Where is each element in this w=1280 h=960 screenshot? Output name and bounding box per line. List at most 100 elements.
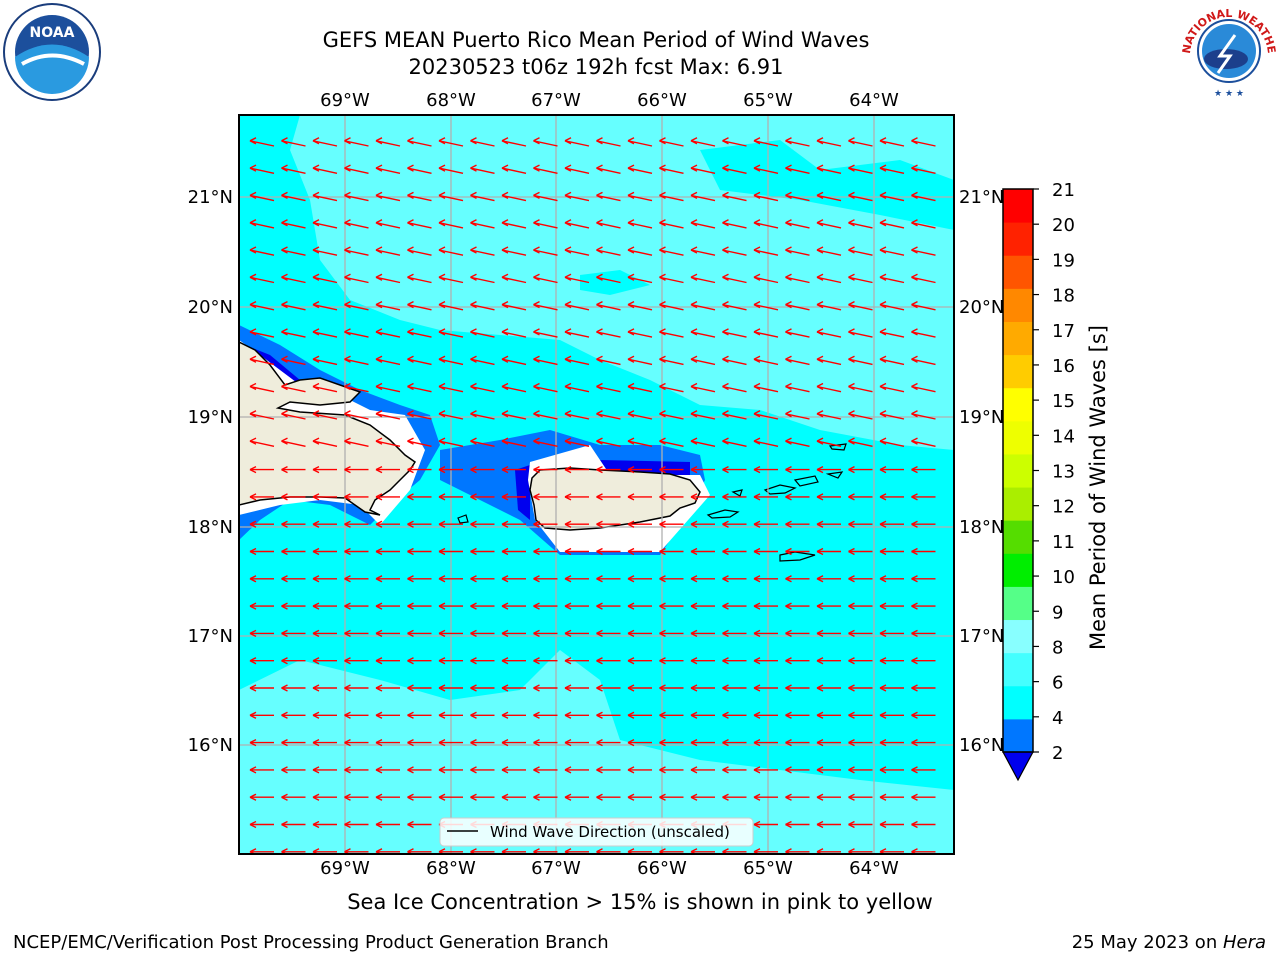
wave-arrow-head [596, 382, 603, 391]
wave-arrow-head [690, 711, 698, 719]
wave-arrow [470, 303, 495, 311]
wave-arrow-head [564, 793, 572, 801]
wave-arrow [344, 385, 369, 393]
wave-arrow-head [911, 246, 918, 254]
wave-arrow [470, 331, 495, 338]
wave-arrow [816, 140, 842, 147]
wave-arrow-head [753, 820, 761, 829]
wave-arrow-head [785, 820, 792, 829]
wave-arrow-head [722, 629, 729, 638]
wave-arrow-head [911, 629, 918, 638]
wave-arrow-head [470, 164, 477, 172]
wave-arrow-head [596, 191, 603, 200]
wave-arrow [312, 331, 338, 338]
wave-arrow-head [407, 382, 414, 391]
wave-arrow-head [911, 164, 918, 172]
wave-arrow-head [911, 328, 918, 336]
wave-arrow-head [848, 520, 855, 528]
wave-arrow-head [344, 219, 351, 227]
wave-arrow [501, 331, 527, 338]
wave-arrow-head [501, 684, 509, 692]
wave-arrow-head [344, 137, 351, 145]
wave-arrow-head [249, 465, 257, 474]
wave-arrow-head [407, 465, 414, 474]
wave-arrow-head [249, 575, 257, 583]
wave-arrow [407, 413, 432, 420]
wave-arrow [249, 276, 275, 284]
wave-arrow-head [533, 164, 540, 172]
wave-arrow-head [879, 328, 887, 336]
wave-arrow-head [564, 191, 572, 200]
wave-arrow [785, 331, 810, 338]
wave-arrow-head [722, 547, 729, 556]
wave-arrow-head [848, 629, 855, 638]
wave-arrow-head [407, 300, 414, 309]
wave-arrow-head [344, 355, 351, 363]
wave-arrow-head [501, 355, 509, 363]
wave-arrow-head [722, 657, 729, 665]
wave-arrow-head [722, 575, 729, 583]
lon-tick-label: 67°W [531, 858, 581, 879]
wave-arrow [816, 303, 842, 311]
wave-arrow [281, 303, 306, 311]
wave-arrow-head [722, 191, 729, 200]
colorbar-segment [1003, 387, 1033, 422]
lat-tick-label: 16°N [188, 735, 233, 756]
wave-arrow-head [753, 355, 761, 363]
wave-arrow [501, 276, 527, 284]
wave-arrow-head [690, 355, 698, 363]
wave-arrow-head [438, 493, 446, 501]
wave-arrow [627, 413, 653, 420]
wave-arrow-head [407, 793, 414, 801]
wave-arrow [281, 331, 306, 338]
wave-arrow [470, 440, 495, 447]
wave-arrow [753, 276, 779, 284]
wave-arrow-head [816, 191, 824, 200]
wave-arrow-head [753, 602, 761, 610]
wave-arrow-head [848, 575, 855, 583]
wave-arrow-head [690, 137, 698, 145]
wave-arrow-head [564, 300, 572, 309]
wave-arrow-head [564, 657, 572, 665]
wave-arrow-head [375, 738, 383, 747]
wave-arrow [753, 358, 779, 366]
wave-arrow-head [785, 219, 792, 227]
wave-arrow-head [407, 355, 414, 363]
wave-arrow-head [407, 820, 414, 829]
wave-arrow-head [501, 629, 509, 638]
wave-arrow-head [596, 711, 603, 719]
wave-arrow-head [470, 520, 477, 528]
wave-arrow [911, 440, 936, 447]
wave-arrow-head [375, 273, 383, 281]
wave-arrow-head [470, 657, 477, 665]
wave-arrow-head [501, 493, 509, 501]
wave-arrow-head [501, 382, 509, 391]
wave-arrow-head [659, 437, 666, 445]
wave-arrow-head [911, 300, 918, 309]
wave-arrow [785, 358, 810, 366]
wave-arrow [627, 385, 653, 393]
wave-arrow-head [312, 273, 320, 281]
wave-arrow-head [438, 766, 446, 774]
wave-arrow [627, 222, 653, 229]
wave-arrow-head [816, 684, 824, 692]
wave-arrow [911, 140, 936, 147]
lon-tick-label: 68°W [426, 858, 476, 879]
wave-arrow-head [470, 191, 477, 200]
wave-arrow-head [312, 602, 320, 610]
wave-arrow [344, 413, 369, 420]
wave-arrow-head [438, 300, 446, 309]
wave-arrow [438, 385, 464, 393]
wave-arrow [407, 385, 432, 393]
wave-arrow-head [659, 137, 666, 145]
wave-arrow-head [848, 711, 855, 719]
wave-arrow [407, 140, 432, 147]
wave-arrow [564, 140, 590, 147]
wave-arrow [785, 140, 810, 147]
wave-arrow [281, 222, 306, 229]
map-frame [238, 114, 955, 855]
wave-arrow [627, 167, 653, 174]
wave-arrow [564, 440, 590, 447]
wave-arrow-head [470, 766, 477, 774]
